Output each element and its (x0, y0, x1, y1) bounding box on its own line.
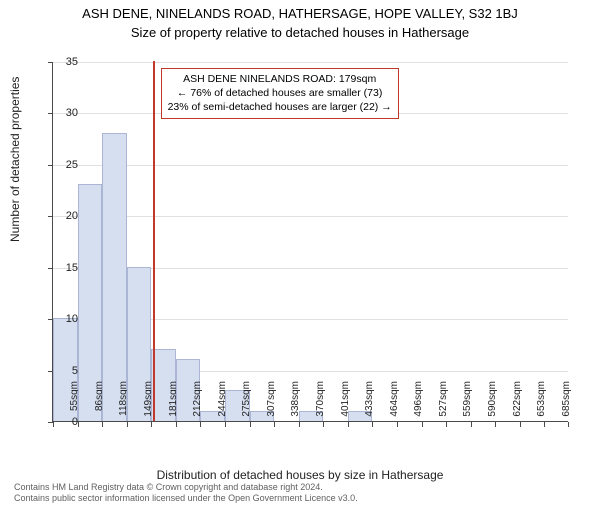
y-tick-label: 20 (54, 210, 78, 222)
y-tick (48, 62, 53, 63)
footer-attribution: Contains HM Land Registry data © Crown c… (14, 482, 358, 504)
y-tick-label: 5 (54, 365, 78, 377)
x-tick (200, 422, 201, 427)
x-tick (299, 422, 300, 427)
y-tick-label: 25 (54, 159, 78, 171)
x-tick (127, 422, 128, 427)
x-tick-label: 653sqm (536, 381, 547, 427)
x-tick (446, 422, 447, 427)
x-tick-label: 370sqm (315, 381, 326, 427)
footer-line-2: Contains public sector information licen… (14, 493, 358, 504)
x-tick (372, 422, 373, 427)
y-tick (48, 113, 53, 114)
x-tick (422, 422, 423, 427)
y-axis-label: Number of detached properties (8, 77, 22, 242)
y-tick (48, 216, 53, 217)
x-tick-label: 527sqm (438, 381, 449, 427)
x-tick (323, 422, 324, 427)
y-tick (48, 165, 53, 166)
x-tick (102, 422, 103, 427)
gridline (53, 165, 568, 166)
info-box-line: ← 76% of detached houses are smaller (73… (168, 86, 392, 100)
x-tick (225, 422, 226, 427)
x-axis-label: Distribution of detached houses by size … (0, 468, 600, 482)
x-tick-label: 496sqm (413, 381, 424, 427)
info-box-line: ASH DENE NINELANDS ROAD: 179sqm (168, 72, 392, 86)
plot-area: 55sqm86sqm118sqm149sqm181sqm212sqm244sqm… (52, 62, 568, 422)
x-tick-label: 433sqm (364, 381, 375, 427)
x-tick (274, 422, 275, 427)
x-tick (397, 422, 398, 427)
reference-line (153, 61, 155, 421)
x-tick-label: 622sqm (512, 381, 523, 427)
footer-line-1: Contains HM Land Registry data © Crown c… (14, 482, 358, 493)
y-tick-label: 10 (54, 313, 78, 325)
y-tick (48, 268, 53, 269)
x-tick (471, 422, 472, 427)
x-tick (544, 422, 545, 427)
y-tick-label: 15 (54, 262, 78, 274)
histogram-bar (102, 133, 127, 421)
x-tick-label: 307sqm (266, 381, 277, 427)
info-box-line: 23% of semi-detached houses are larger (… (168, 100, 392, 114)
gridline (53, 216, 568, 217)
page-subtitle: Size of property relative to detached ho… (0, 25, 600, 40)
x-tick (568, 422, 569, 427)
x-tick-label: 685sqm (561, 381, 572, 427)
info-box: ASH DENE NINELANDS ROAD: 179sqm← 76% of … (161, 68, 399, 119)
chart-area: 55sqm86sqm118sqm149sqm181sqm212sqm244sqm… (52, 62, 568, 422)
x-tick (520, 422, 521, 427)
page-title: ASH DENE, NINELANDS ROAD, HATHERSAGE, HO… (0, 6, 600, 21)
y-tick-label: 0 (54, 416, 78, 428)
x-tick (151, 422, 152, 427)
x-tick (348, 422, 349, 427)
x-tick-label: 590sqm (487, 381, 498, 427)
x-tick (176, 422, 177, 427)
x-tick-label: 464sqm (389, 381, 400, 427)
y-tick-label: 35 (54, 56, 78, 68)
gridline (53, 62, 568, 63)
x-tick (250, 422, 251, 427)
x-tick (495, 422, 496, 427)
x-tick-label: 559sqm (462, 381, 473, 427)
y-tick-label: 30 (54, 107, 78, 119)
